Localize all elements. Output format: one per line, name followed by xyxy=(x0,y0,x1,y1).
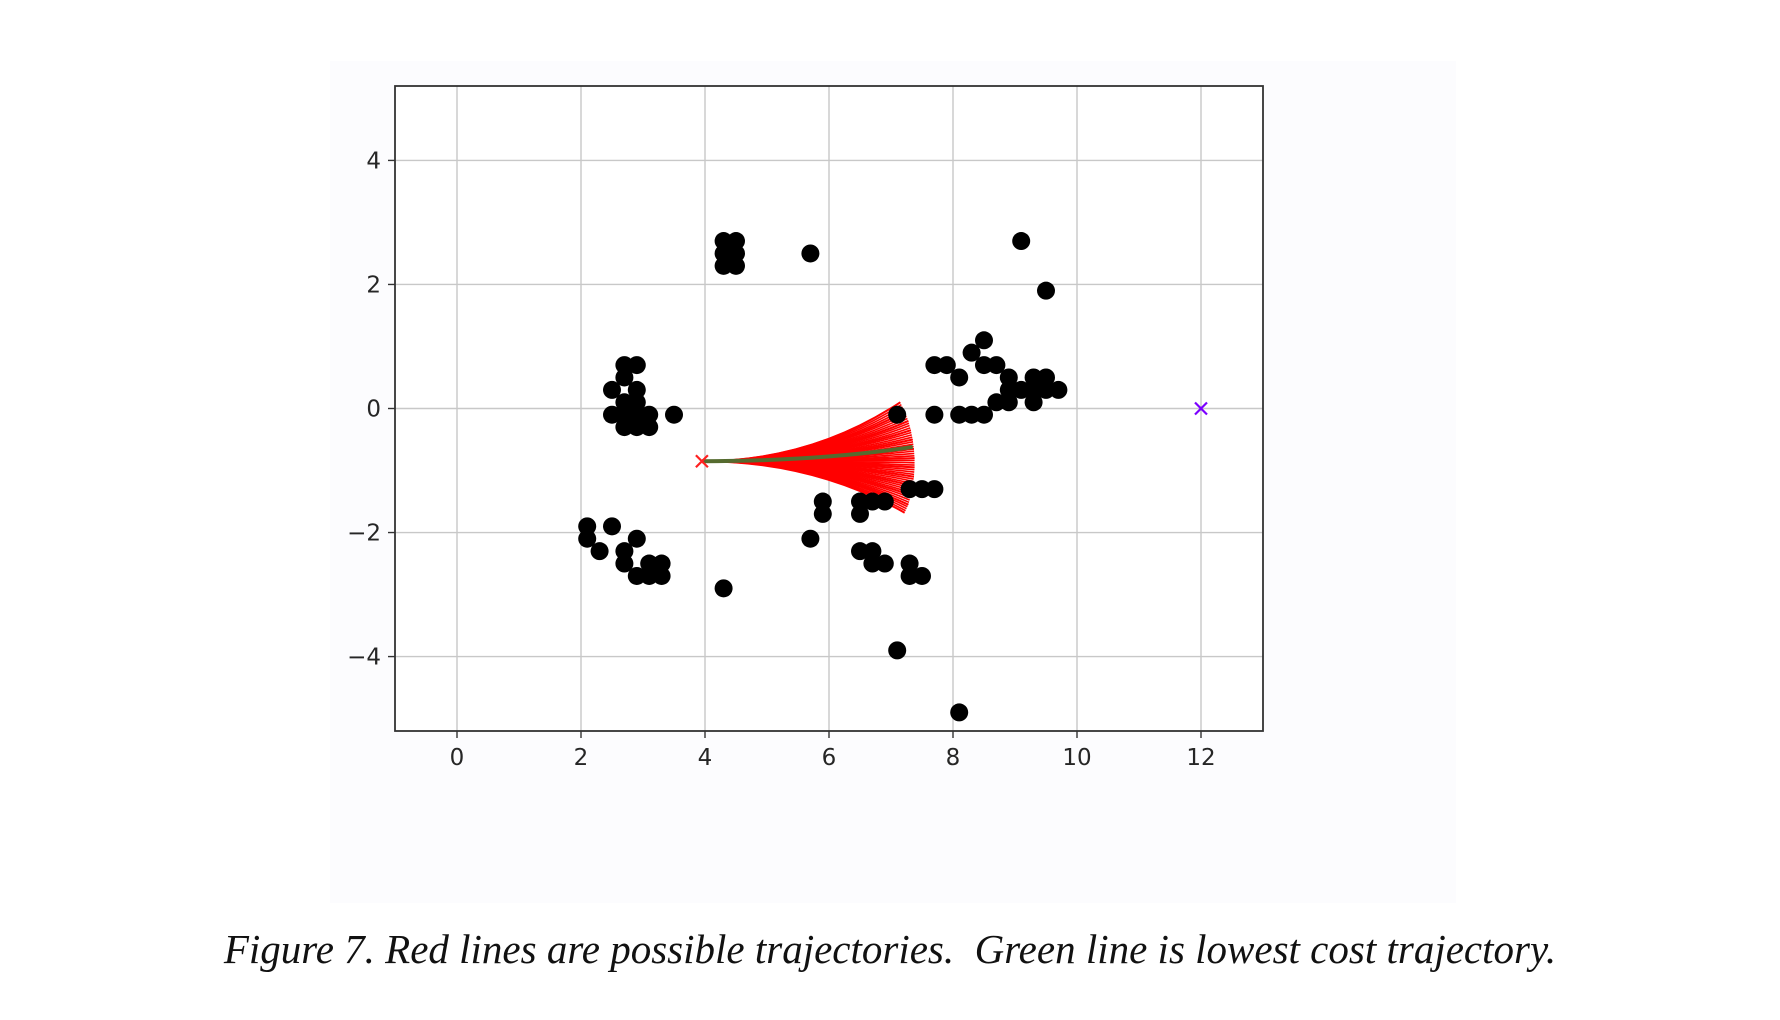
obstacle-point xyxy=(615,405,634,424)
obstacle-point xyxy=(950,703,969,722)
obstacle-point xyxy=(578,517,597,536)
obstacle-point xyxy=(925,480,944,499)
obstacle-point xyxy=(1037,368,1055,387)
obstacle-point xyxy=(987,356,1006,375)
obstacle-point xyxy=(640,418,659,437)
x-tick-label: 4 xyxy=(698,745,713,771)
obstacle-point xyxy=(603,380,621,399)
obstacle-point xyxy=(603,517,621,536)
obstacle-point xyxy=(727,232,745,251)
obstacle-point xyxy=(1037,281,1055,300)
y-tick-label: 2 xyxy=(366,272,381,298)
obstacle-point xyxy=(714,232,733,251)
obstacle-point xyxy=(627,405,646,424)
y-tick-label: 4 xyxy=(366,148,381,174)
obstacle-point xyxy=(714,244,733,263)
obstacle-point xyxy=(1024,368,1043,387)
obstacle-point xyxy=(627,418,646,437)
obstacle-point xyxy=(615,368,634,387)
obstacle-point xyxy=(813,492,832,511)
obstacle-point xyxy=(863,542,882,561)
obstacle-point xyxy=(714,579,733,598)
obstacle-point xyxy=(652,554,671,573)
obstacle-point xyxy=(1012,232,1031,251)
obstacle-point xyxy=(714,256,733,275)
obstacle-point xyxy=(801,244,820,263)
obstacle-point xyxy=(801,529,820,548)
obstacle-point xyxy=(962,343,981,362)
obstacle-point xyxy=(937,356,956,375)
obstacle-point xyxy=(615,554,634,573)
obstacle-point xyxy=(975,356,993,375)
obstacle-point xyxy=(925,356,944,375)
obstacle-point xyxy=(813,504,832,523)
obstacle-point xyxy=(590,542,609,561)
obstacle-point xyxy=(627,566,646,585)
obstacle-point xyxy=(875,492,894,511)
obstacle-point xyxy=(999,380,1018,399)
y-tick-label: −4 xyxy=(347,645,381,671)
obstacle-point xyxy=(999,368,1018,387)
obstacle-point xyxy=(900,566,919,585)
obstacle-point xyxy=(665,405,683,424)
best-trajectory xyxy=(701,444,913,464)
obstacle-point xyxy=(851,492,869,511)
obstacle-point xyxy=(900,554,919,573)
x-tick-label: 2 xyxy=(574,745,589,771)
obstacle-point xyxy=(615,542,634,561)
obstacle-point xyxy=(962,405,981,424)
obstacle-point xyxy=(875,554,894,573)
obstacle-point xyxy=(999,393,1018,412)
axes-frame xyxy=(394,85,1264,732)
obstacle-point xyxy=(1049,380,1068,399)
obstacle-point xyxy=(1012,380,1031,399)
figure-caption: Figure 7. Red lines are possible traject… xyxy=(223,926,1557,972)
x-tick-label: 12 xyxy=(1186,745,1215,771)
obstacle-point xyxy=(578,529,597,548)
obstacle-point xyxy=(950,368,969,387)
x-tick-label: 6 xyxy=(822,745,837,771)
obstacle-point xyxy=(652,566,671,585)
obstacle-point xyxy=(975,331,993,350)
obstacle-point xyxy=(975,405,993,424)
start-marker xyxy=(695,454,709,468)
obstacle-point xyxy=(627,529,646,548)
y-tick-label: 0 xyxy=(366,397,381,423)
obstacle-point xyxy=(615,356,634,375)
obstacle-point xyxy=(851,504,869,523)
obstacle-point xyxy=(925,405,944,424)
obstacle-point xyxy=(627,380,646,399)
figure-frame: 0 2 4 6 8 10 12 4 2 0 −2 −4 xyxy=(330,61,1456,903)
x-tick-label: 0 xyxy=(450,745,465,771)
obstacle-point xyxy=(1024,393,1043,412)
obstacle-point xyxy=(603,405,621,424)
x-tick-label: 10 xyxy=(1062,745,1091,771)
obstacle-point xyxy=(640,405,659,424)
obstacle-point xyxy=(727,244,745,263)
obstacle-point xyxy=(950,405,969,424)
obstacle-point xyxy=(987,393,1006,412)
obstacle-point xyxy=(640,566,659,585)
obstacle-point xyxy=(913,480,931,499)
obstacle-point xyxy=(1024,380,1043,399)
y-tick-label: −2 xyxy=(347,521,381,547)
obstacle-point xyxy=(888,641,907,660)
obstacle-point xyxy=(640,554,659,573)
goal-marker xyxy=(1194,401,1208,416)
obstacle-point xyxy=(627,393,646,412)
obstacle-point xyxy=(863,492,882,511)
obstacle-point xyxy=(727,256,745,275)
obstacle-point xyxy=(627,356,646,375)
obstacle-point xyxy=(913,566,931,585)
obstacle-point xyxy=(900,480,919,499)
obstacle-point xyxy=(863,554,882,573)
x-tick-label: 8 xyxy=(946,745,961,771)
obstacle-point xyxy=(615,393,634,412)
obstacle-point xyxy=(615,418,634,437)
obstacle-point xyxy=(1037,380,1055,399)
obstacle-point xyxy=(888,405,907,424)
scatter-plot: 0 2 4 6 8 10 12 4 2 0 −2 −4 xyxy=(347,85,1264,771)
obstacle-point xyxy=(851,542,869,561)
